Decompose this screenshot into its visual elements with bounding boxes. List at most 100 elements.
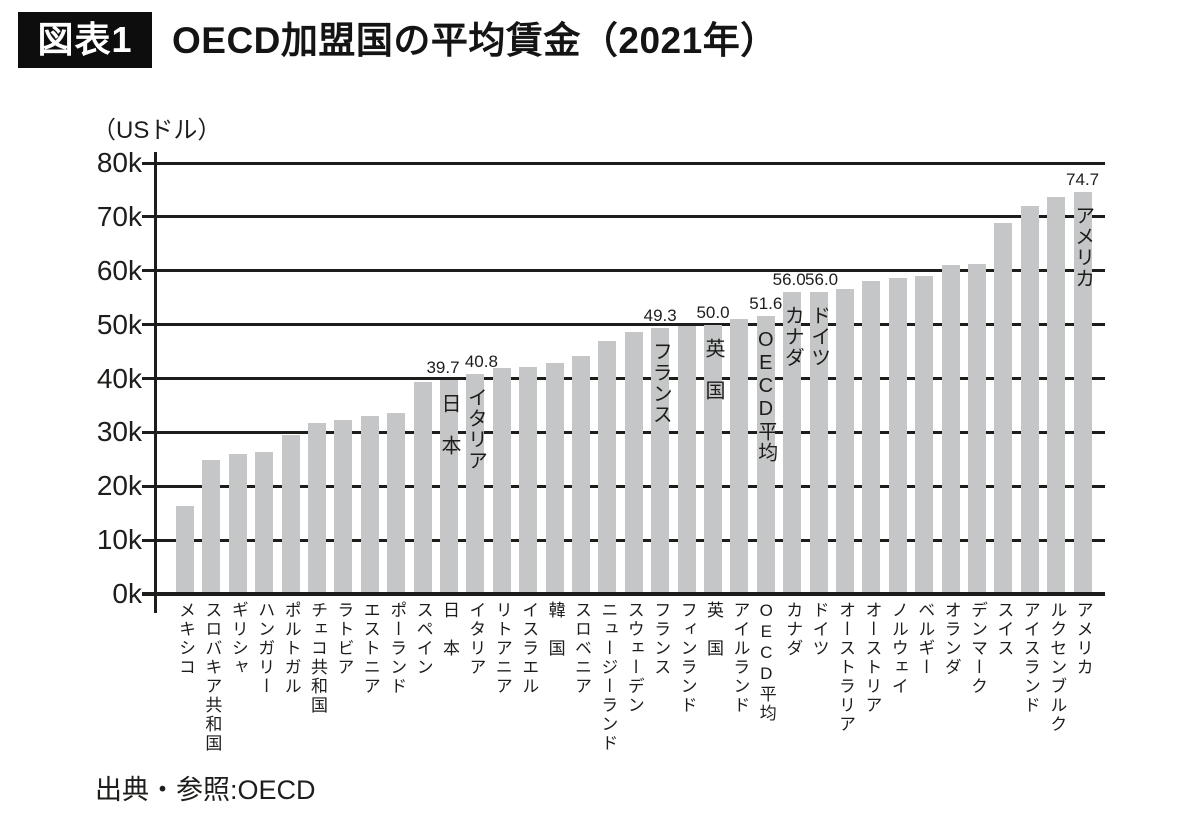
- bar: [202, 460, 221, 594]
- bar-value-label: 51.6: [749, 294, 783, 313]
- x-tick-label: ベルギー: [915, 601, 935, 677]
- y-tick-label: 50k: [96, 308, 142, 340]
- gridline: [142, 323, 1105, 327]
- bar: [994, 222, 1013, 594]
- gridline: [142, 377, 1105, 380]
- bar-value-label: 49.3: [643, 306, 677, 326]
- x-tick-label: リトアニア: [492, 601, 512, 696]
- x-tick-label: アメリカ: [1073, 601, 1093, 677]
- bar: [440, 380, 458, 594]
- gridline: [142, 161, 1105, 165]
- bar: [176, 505, 194, 594]
- bar: [915, 275, 934, 594]
- x-tick-label: オランダ: [941, 601, 961, 677]
- bar: [968, 263, 986, 594]
- x-tick-label: アイスランド: [1020, 601, 1040, 715]
- y-tick-label: 40k: [96, 362, 142, 394]
- bar-value-label: 50.0: [696, 302, 730, 322]
- bar: [1073, 191, 1092, 594]
- y-axis-unit-label: （USドル）: [92, 117, 222, 144]
- x-tick-label: 韓 国: [545, 601, 565, 658]
- y-tick-label: 20k: [96, 470, 142, 502]
- x-tick-label: オーストリア: [862, 601, 882, 715]
- x-tick-label: スロベニア: [572, 601, 591, 696]
- bar: [1020, 206, 1039, 594]
- bar: [334, 419, 353, 594]
- bar-annotation: カナダ: [781, 305, 804, 369]
- bar: [730, 319, 749, 594]
- figure-number-badge: 図表1: [18, 12, 152, 68]
- x-tick-label: ノルウェイ: [888, 601, 908, 696]
- bar-value-label: 39.7: [426, 358, 460, 378]
- x-tick-label: ドイツ: [809, 601, 829, 658]
- bar: [756, 316, 775, 594]
- bar: [228, 453, 247, 594]
- bar-value-label: 74.7: [1066, 169, 1100, 189]
- x-tick-label: スイス: [994, 601, 1014, 658]
- x-axis-line: [142, 592, 1105, 596]
- bar: [281, 435, 300, 594]
- x-tick-label: ニュージーランド: [598, 601, 618, 753]
- x-tick-label: 英 国: [704, 601, 723, 658]
- bar: [387, 412, 406, 594]
- x-tick-label: メキシコ: [176, 601, 195, 677]
- x-tick-label: イスラエル: [519, 601, 539, 696]
- bar: [1047, 196, 1066, 594]
- bar: [572, 356, 590, 594]
- bar: [519, 367, 538, 594]
- bar-value-label: 40.8: [464, 352, 498, 372]
- x-tick-label: スペイン: [413, 601, 433, 677]
- bar: [941, 264, 960, 594]
- bar: [308, 423, 326, 594]
- y-tick-label: 0k: [112, 578, 142, 609]
- gridline: [142, 430, 1105, 434]
- bar: [598, 341, 617, 594]
- bar: [783, 292, 802, 594]
- x-tick-label: エストニア: [360, 601, 380, 696]
- bar-annotation: 英 国: [702, 337, 724, 401]
- bar: [862, 280, 881, 594]
- x-tick-label: カナダ: [783, 601, 803, 658]
- bar-annotation: フランス: [649, 341, 672, 426]
- y-tick-label: 80k: [96, 147, 142, 178]
- bar-annotation: OECD平均: [754, 329, 777, 463]
- x-tick-label: オーストラリア: [836, 601, 855, 734]
- x-tick-label: 日 本: [440, 601, 459, 658]
- y-tick-label: 10k: [96, 524, 142, 556]
- x-tick-label: OECD平均: [756, 601, 776, 723]
- bar-value-label: 56.0: [772, 270, 806, 290]
- x-tick-label: ラトビア: [334, 601, 354, 677]
- x-tick-label: ポーランド: [387, 601, 407, 696]
- gridline: [142, 215, 1105, 219]
- bar: [360, 415, 379, 594]
- x-tick-label: フランス: [651, 601, 671, 677]
- x-tick-label: イタリア: [466, 601, 486, 677]
- x-tick-label: フィンランド: [677, 601, 697, 715]
- chart-title: OECD加盟国の平均賃金（2021年）: [172, 20, 778, 61]
- bar: [809, 292, 828, 594]
- bar-annotation: ドイツ: [807, 305, 830, 369]
- bar: [624, 331, 643, 594]
- bar: [677, 326, 696, 594]
- bar: [466, 374, 485, 594]
- bar: [888, 278, 907, 594]
- x-tick-label: チェコ共和国: [308, 601, 327, 715]
- x-tick-label: アイルランド: [730, 601, 750, 715]
- x-tick-label: ギリシャ: [228, 601, 248, 677]
- y-tick-label: 60k: [96, 254, 142, 286]
- x-tick-label: ハンガリー: [255, 601, 275, 696]
- bar: [545, 362, 564, 594]
- y-axis-line: [153, 152, 157, 613]
- bar: [651, 328, 670, 594]
- bar: [704, 324, 722, 594]
- source-note: 出典・参照:OECD: [95, 775, 316, 805]
- bar-value-label: 56.0: [805, 270, 839, 290]
- x-tick-label: ポルトガル: [281, 601, 301, 696]
- y-tick-label: 30k: [96, 416, 142, 448]
- bar: [836, 289, 854, 594]
- x-tick-label: スロバキア共和国: [202, 601, 222, 753]
- x-tick-label: ルクセンブルク: [1047, 601, 1067, 734]
- bar-annotation: 日 本: [438, 393, 460, 457]
- gridline: [142, 484, 1105, 488]
